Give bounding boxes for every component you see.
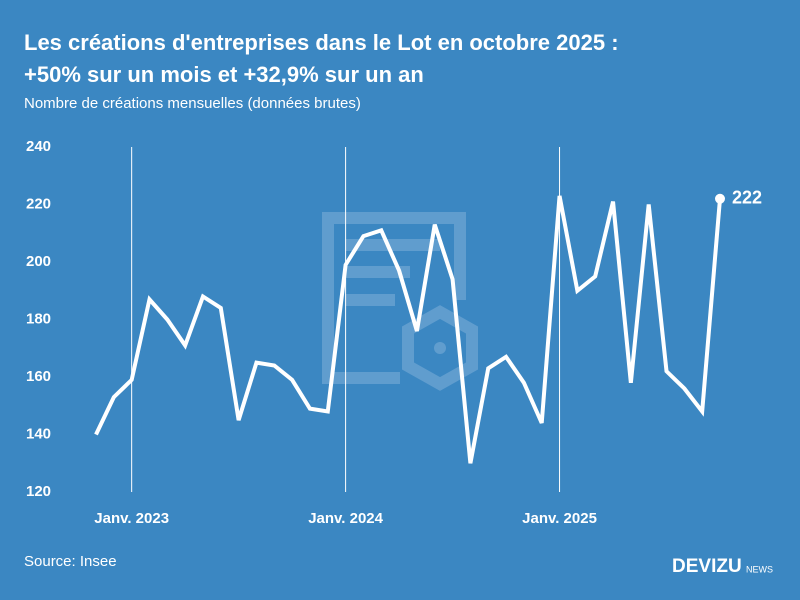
brand-suffix: NEWS (746, 564, 773, 574)
y-tick-label: 240 (26, 138, 51, 155)
y-tick-label: 160 (26, 368, 51, 385)
source: Source: Insee (24, 553, 117, 570)
chart-title-line2: +50% sur un mois et +32,9% sur un an (24, 62, 424, 87)
watermark-icon (322, 212, 478, 391)
chart-title: Les créations d'entreprises dans le Lot … (24, 30, 619, 55)
brand: DEVIZU (672, 556, 742, 577)
end-point (715, 193, 725, 204)
chart-subtitle: Nombre de créations mensuelles (données … (24, 95, 361, 112)
y-tick-label: 120 (26, 483, 51, 500)
x-tick-label: Janv. 2024 (308, 510, 383, 527)
end-label: 222 (732, 188, 762, 208)
line (94, 195, 722, 464)
y-tick-label: 220 (26, 195, 51, 212)
y-tick-label: 140 (26, 425, 51, 442)
x-tick-label: Janv. 2023 (94, 510, 169, 527)
y-tick-label: 200 (26, 253, 51, 270)
y-tick-label: 180 (26, 310, 51, 327)
x-tick-label: Janv. 2025 (522, 510, 597, 527)
